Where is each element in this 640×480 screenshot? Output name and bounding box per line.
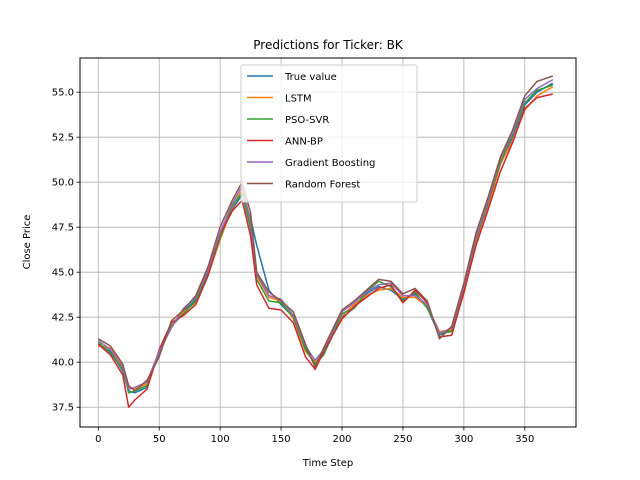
plot-series [97, 75, 554, 408]
x-tick-label: 0 [95, 434, 101, 445]
series-line-random-forest [97, 75, 554, 392]
y-axis-ticks: 37.5 40.0 42.5 45.0 47.5 50.0 52.5 55.0 [52, 88, 80, 414]
y-tick-label: 40.0 [52, 358, 74, 369]
legend-label-lstm: LSTM [285, 94, 312, 105]
chart-title: Predictions for Ticker: BK [253, 38, 404, 52]
y-axis-label: Close Price [22, 215, 33, 270]
x-tick-label: 300 [454, 434, 473, 445]
legend-label-true-value: True value [284, 72, 337, 83]
y-tick-label: 37.5 [52, 403, 74, 414]
y-tick-label: 47.5 [52, 223, 74, 234]
y-tick-label: 52.5 [52, 133, 74, 144]
x-tick-label: 250 [393, 434, 412, 445]
legend-label-ann-bp: ANN-BP [285, 137, 323, 148]
legend-label-random-forest: Random Forest [285, 180, 360, 191]
legend-label-pso-svr: PSO-SVR [285, 115, 329, 126]
plot-frame [79, 57, 577, 428]
legend-label-gradient-boosting: Gradient Boosting [285, 158, 375, 169]
x-axis-label: Time Step [302, 458, 353, 469]
y-tick-label: 42.5 [52, 313, 74, 324]
x-tick-label: 100 [211, 434, 230, 445]
y-tick-label: 50.0 [52, 178, 74, 189]
y-tick-label: 55.0 [52, 88, 74, 99]
legend-box [240, 64, 418, 203]
y-tick-label: 45.0 [52, 268, 74, 279]
x-tick-label: 50 [153, 434, 166, 445]
legend: True value LSTM PSO-SVR ANN-BP Gradient Boos… [240, 64, 418, 203]
x-tick-label: 200 [332, 434, 351, 445]
x-axis-ticks: 0 50 100 150 200 250 300 350 [95, 427, 534, 445]
series-line-ann-bp [97, 93, 553, 408]
x-tick-label: 150 [272, 434, 291, 445]
x-tick-label: 350 [515, 434, 534, 445]
